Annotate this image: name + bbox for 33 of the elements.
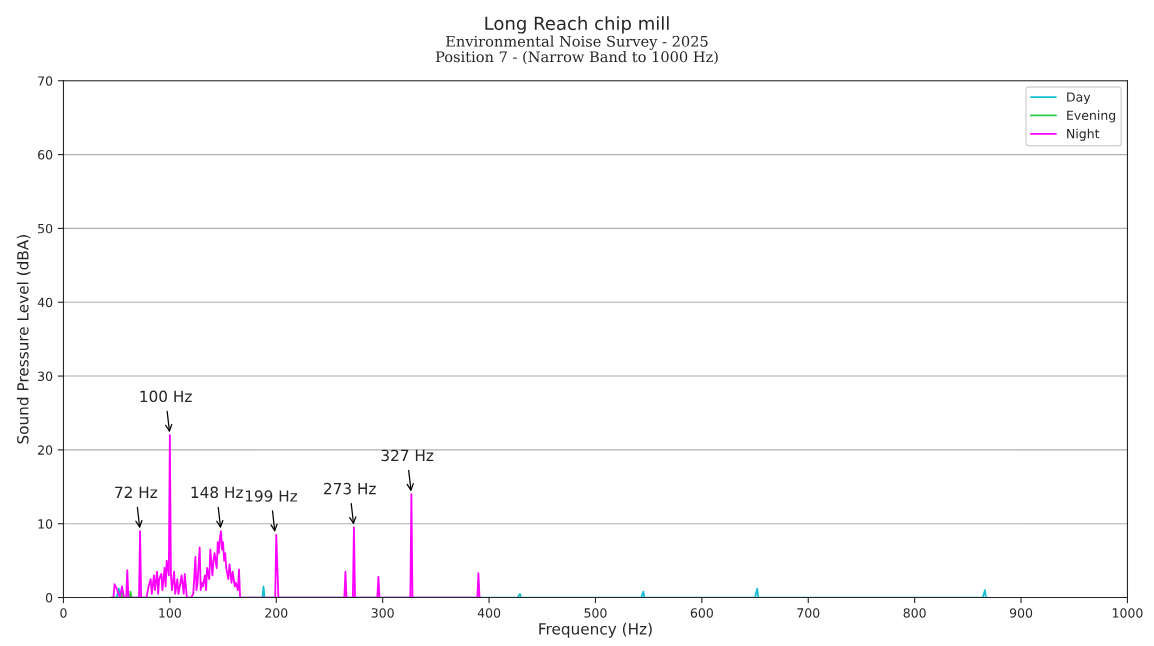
x-tick-label: 1000: [1112, 608, 1143, 618]
x-tick-label: 900: [1009, 608, 1033, 618]
y-axis-title: Sound Pressure Level (dBA): [16, 235, 31, 444]
y-tick-label: 40: [37, 297, 53, 308]
y-tick-label: 70: [38, 76, 53, 86]
annotation: 72 Hz: [115, 486, 158, 498]
annotation: 148 Hz: [191, 486, 243, 499]
legend-label: Night: [1067, 128, 1100, 141]
x-tick-label: 200: [265, 608, 288, 618]
legend-label: Evening: [1067, 110, 1116, 123]
line-series: [110, 434, 482, 598]
y-tick-label: 30: [38, 371, 53, 381]
x-tick-label: 500: [584, 608, 607, 618]
annotation: 199 Hz: [245, 490, 298, 502]
x-tick-label: 0: [60, 608, 67, 618]
y-tick-label: 20: [38, 445, 53, 455]
x-tick-label: 600: [690, 608, 713, 618]
annotation: 100 Hz: [140, 390, 192, 403]
x-tick-label: 700: [797, 608, 820, 618]
y-tick-label: 0: [45, 593, 53, 603]
y-tick-label: 60: [38, 150, 53, 160]
annotation: 327 Hz: [381, 449, 434, 462]
x-tick-label: 800: [903, 608, 926, 618]
chart-subtitle: Environmental Noise Survey - 2025 Position 7 - (Narrow Band to 1000 Hz): [435, 35, 718, 65]
chart-title: Long Reach chip mill: [485, 16, 669, 34]
x-tick-label: 300: [371, 608, 394, 618]
annotation: 273 Hz: [324, 482, 376, 495]
y-tick-label: 10: [38, 519, 53, 529]
x-tick-label: 400: [477, 608, 501, 618]
legend-label: Day: [1067, 92, 1091, 105]
y-tick-label: 50: [38, 223, 53, 234]
x-tick-label: 100: [159, 608, 181, 618]
x-axis-title: Frequency (Hz): [539, 622, 652, 638]
